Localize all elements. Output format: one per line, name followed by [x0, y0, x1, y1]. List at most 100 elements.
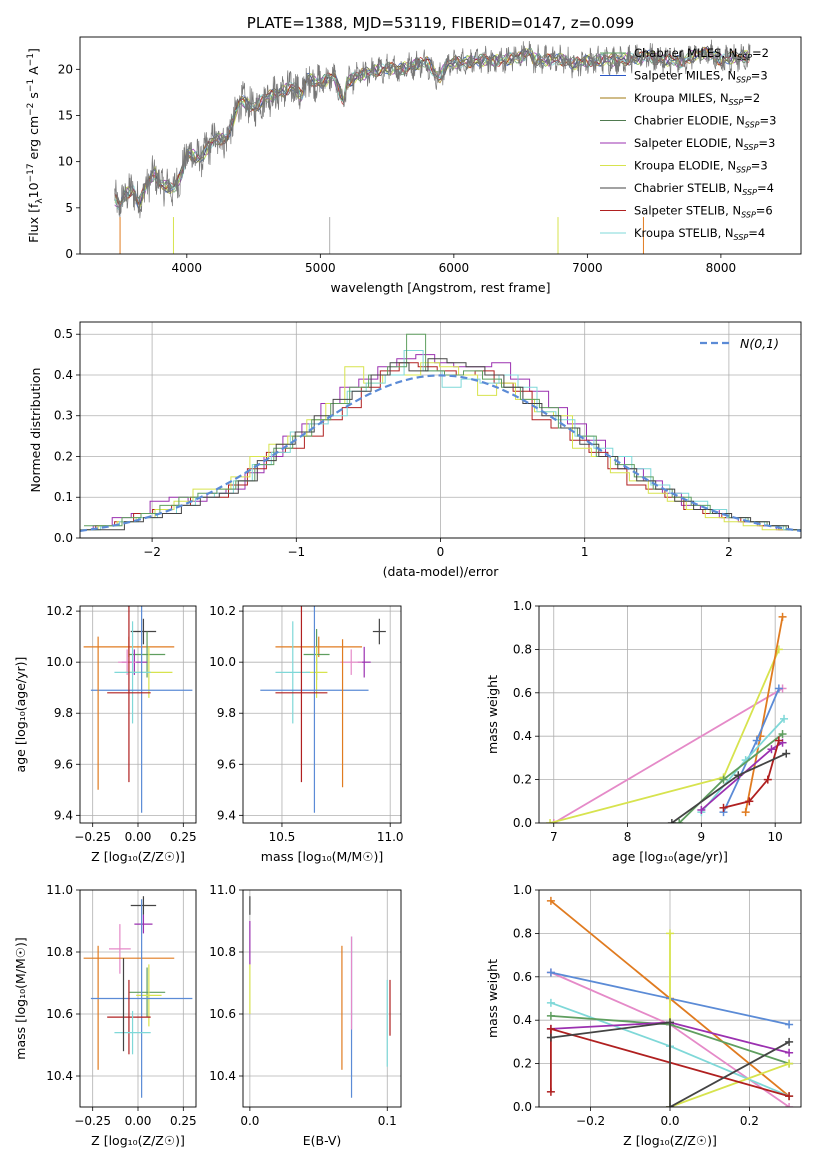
y-tick-label: 0.3: [54, 409, 73, 423]
legend-label: Salpeter STELIB, NSSP=6: [634, 204, 773, 220]
x-tick-label: 5000: [305, 261, 336, 275]
panel-7: 0.0 0.1 10.4 10.6 10.8 11.0 E(B-V): [209, 883, 402, 1148]
label-part: −17: [26, 163, 36, 182]
legend-text: Kroupa ELODIE, N: [634, 159, 736, 173]
weight-line: [550, 1021, 790, 1107]
legend-text: Salpeter ELODIE, N: [634, 136, 744, 150]
y-tick-label: 10.8: [209, 945, 236, 959]
x-tick-label: 0.0: [240, 1114, 259, 1128]
axes-frame: [79, 321, 802, 539]
y-axis-label: mass [log₁₀(M/M☉)]: [13, 937, 28, 1059]
legend-label: Kroupa MILES, NSSP=2: [634, 91, 760, 107]
axes-frame: [538, 605, 802, 824]
x-tick-label: 7000: [572, 261, 603, 275]
y-tick-label: 9.8: [217, 706, 236, 720]
y-tick-label: 0.4: [513, 1013, 532, 1027]
panel-8: −0.2 0.0 0.2 0.0 0.2 0.4 0.6 0.8 1.0 Z [log₁₀(Z/Z…: [485, 883, 802, 1148]
panel-3: −0.25 0.00 0.25 9.4 9.6 9.8 10.0 10.2 Z [log₁₀(Z…: [13, 604, 197, 864]
y-tick-label: 10.6: [46, 1007, 73, 1021]
x-tick-label: 0.00: [125, 830, 152, 844]
error-cross: [275, 606, 328, 783]
legend-label: Chabrier MILES, NSSP=2: [634, 46, 769, 62]
y-tick-label: 10.0: [209, 655, 236, 669]
plot-area: [546, 896, 794, 1107]
legend-val: =3: [758, 136, 775, 150]
y-tick-label: 10.8: [46, 945, 73, 959]
error-cross: [275, 621, 311, 724]
x-tick-label: 0.1: [378, 1114, 397, 1128]
y-tick-label: 5: [65, 201, 73, 215]
error-cross: [90, 606, 193, 813]
legend-val: =2: [752, 46, 769, 60]
legend-text: Chabrier MILES, N: [634, 46, 737, 60]
legend-val: =4: [757, 181, 774, 195]
observed-spectrum-line: [114, 39, 751, 220]
y-tick-label: 10.2: [46, 604, 73, 618]
x-tick-label: −0.25: [74, 1114, 111, 1128]
y-tick-label: 0.2: [513, 1057, 532, 1071]
histogram-step: [80, 362, 798, 531]
axes-frame: [79, 605, 197, 824]
y-tick-label: 9.4: [217, 808, 236, 822]
y-tick-label: 0.0: [513, 1100, 532, 1114]
x-tick-label: 2: [725, 545, 733, 559]
legend-label: Chabrier STELIB, NSSP=4: [634, 181, 774, 197]
y-tick-label: 9.6: [54, 757, 73, 771]
label-part: −1: [26, 79, 36, 92]
legend-text: Kroupa MILES, N: [634, 91, 729, 105]
legend-val: =3: [760, 114, 777, 128]
x-tick-label: −2: [143, 545, 161, 559]
legend-text: Salpeter STELIB, N: [634, 204, 741, 218]
legend-text: Kroupa STELIB, N: [634, 226, 734, 240]
legend-sub: SSP: [741, 211, 756, 220]
axes-frame: [538, 889, 802, 1108]
x-tick-label: 10.5: [269, 830, 296, 844]
y-tick-label: 1.0: [513, 599, 532, 613]
error-cross: [90, 899, 193, 1098]
y-tick-label: 0.6: [513, 970, 532, 984]
error-cross: [107, 606, 151, 783]
x-axis-label: (data-model)/error: [383, 564, 500, 579]
label-part: 10: [26, 182, 41, 198]
x-axis-label: Z [log₁₀(Z/Z☉)]: [91, 1133, 185, 1148]
error-cross: [118, 649, 137, 675]
y-tick-label: 0.1: [54, 490, 73, 504]
x-tick-label: 8000: [706, 261, 737, 275]
y-tick-label: 9.6: [217, 757, 236, 771]
x-tick-label: −1: [287, 545, 305, 559]
y-tick-label: 11.0: [209, 883, 236, 897]
legend-val: =3: [751, 159, 768, 173]
legend-label: Salpeter ELODIE, NSSP=3: [634, 136, 775, 152]
x-axis-label: mass [log₁₀(M/M☉)]: [261, 849, 383, 864]
plot-area: [83, 606, 193, 813]
y-tick-label: 0.5: [54, 327, 73, 341]
legend-val: =6: [756, 204, 773, 218]
legend-label: Kroupa ELODIE, NSSP=3: [634, 159, 768, 175]
y-tick-label: 0.6: [513, 686, 532, 700]
weight-line: [553, 687, 783, 823]
plot-area: [260, 606, 386, 813]
y-axis-label: mass weight: [485, 959, 500, 1038]
legend-label: Kroupa STELIB, NSSP=4: [634, 226, 765, 242]
x-tick-label: 0.25: [170, 830, 197, 844]
legend-text: Chabrier ELODIE, N: [634, 114, 745, 128]
axes-frame: [242, 605, 402, 824]
y-axis-label: age [log₁₀(age/yr)]: [13, 657, 28, 773]
y-axis-label: Normed distribution: [28, 368, 43, 493]
label-part: A: [26, 66, 41, 79]
y-axis-label: Flux [fλ10−17 erg cm−2 s−1 A−1]: [26, 48, 45, 243]
x-tick-label: 7: [550, 830, 558, 844]
y-tick-label: 0.2: [54, 449, 73, 463]
histogram-step: [86, 358, 801, 531]
legend-label: N(0,1): [740, 336, 779, 351]
legend-text: Chabrier STELIB, N: [634, 181, 742, 195]
label-part: −2: [26, 103, 36, 116]
y-axis-label: mass weight: [485, 675, 500, 754]
error-cross: [114, 1010, 151, 1055]
label-part: erg cm: [26, 116, 41, 164]
x-tick-label: 0: [437, 545, 445, 559]
plot-area: [249, 896, 391, 1098]
y-tick-label: 10.2: [209, 604, 236, 618]
x-tick-label: 6000: [439, 261, 470, 275]
